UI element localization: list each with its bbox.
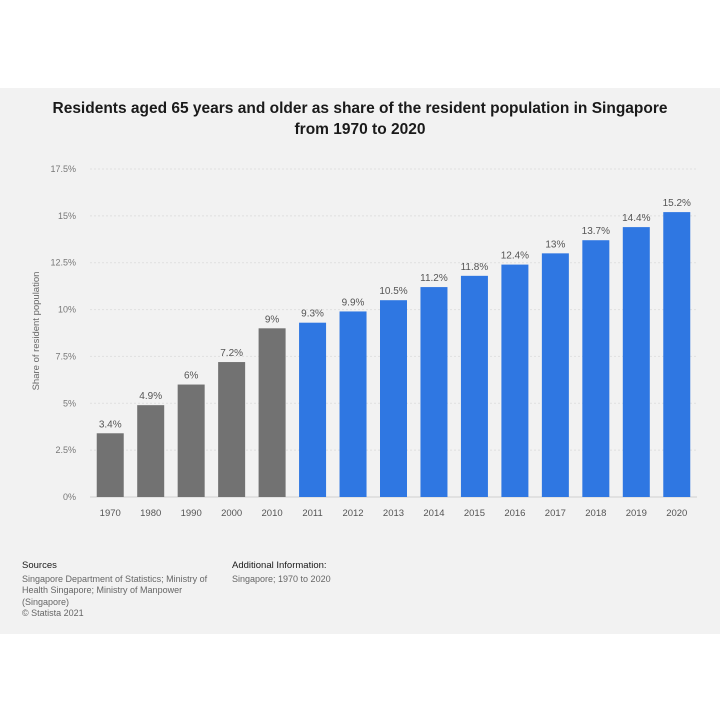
data-labels: 3.4% 4.9% 6% 7.2% 9% 9.3% 9.9% 10.5% 11.2% 11.8% 1… bbox=[99, 198, 691, 430]
x-tick-label: 2010 bbox=[262, 508, 283, 519]
y-tick-label: 7.5% bbox=[55, 351, 76, 361]
y-tick-label: 12.5% bbox=[50, 258, 76, 268]
x-tick-label: 1990 bbox=[181, 508, 202, 519]
copyright: © Statista 2021 bbox=[22, 608, 84, 618]
x-tick-label: 2019 bbox=[626, 508, 647, 519]
x-tick-label: 2013 bbox=[383, 508, 404, 519]
bar bbox=[420, 287, 448, 497]
x-tick-label: 2000 bbox=[221, 508, 242, 519]
data-label: 4.9% bbox=[139, 391, 162, 402]
bar bbox=[177, 384, 205, 497]
y-axis-label: Share of resident population bbox=[31, 272, 42, 391]
data-label: 7.2% bbox=[220, 348, 243, 359]
data-label: 9.9% bbox=[342, 297, 365, 308]
bars bbox=[96, 212, 691, 498]
x-tick-label: 2020 bbox=[666, 508, 687, 519]
y-tick-label: 15% bbox=[58, 211, 76, 221]
bar bbox=[137, 405, 165, 497]
bar bbox=[582, 240, 610, 498]
y-tick-label: 5% bbox=[63, 398, 76, 408]
bar bbox=[96, 433, 124, 497]
data-label: 14.4% bbox=[622, 213, 650, 224]
data-label: 9.3% bbox=[301, 309, 324, 320]
bar bbox=[663, 212, 691, 497]
x-tick-labels: 1970 1980 1990 2000 2010 2011 2012 2013 2014 2015… bbox=[100, 508, 688, 519]
additional-info-line: Singapore; 1970 to 2020 bbox=[232, 573, 331, 584]
data-label: 6% bbox=[184, 371, 199, 382]
data-label: 10.5% bbox=[379, 286, 407, 297]
bar bbox=[541, 253, 569, 497]
x-tick-label: 2016 bbox=[504, 508, 525, 519]
sources-line: Health Singapore; Ministry of Manpower bbox=[22, 585, 183, 595]
y-tick-label: 10% bbox=[58, 305, 76, 315]
title-line-1: Residents aged 65 years and older as sha… bbox=[52, 100, 668, 117]
chart-title: Residents aged 65 years and older as sha… bbox=[20, 98, 700, 140]
sources-line: Singapore Department of Statistics; Mini… bbox=[22, 573, 208, 584]
y-tick-labels: 0% 2.5% 5% 7.5% 10% 12.5% 15% 17.5% bbox=[50, 164, 76, 502]
sources-line: (Singapore) bbox=[22, 596, 70, 607]
x-tick-label: 2014 bbox=[423, 508, 444, 519]
y-tick-label: 17.5% bbox=[50, 164, 76, 174]
x-tick-label: 2015 bbox=[464, 508, 485, 519]
bar bbox=[299, 322, 327, 497]
bar bbox=[339, 311, 367, 497]
bar bbox=[622, 227, 650, 498]
x-tick-label: 2018 bbox=[585, 508, 606, 519]
title-line-2: from 1970 to 2020 bbox=[294, 121, 426, 138]
x-tick-label: 1980 bbox=[140, 508, 161, 519]
y-tick-label: 0% bbox=[63, 492, 76, 502]
bar bbox=[218, 362, 246, 497]
data-label: 12.4% bbox=[501, 251, 529, 262]
sources-heading: Sources bbox=[22, 560, 57, 571]
additional-info-heading: Additional Information: bbox=[232, 560, 327, 571]
x-tick-label: 1970 bbox=[100, 508, 121, 519]
x-tick-label: 2012 bbox=[342, 508, 363, 519]
x-tick-label: 2011 bbox=[302, 508, 322, 519]
bar bbox=[258, 328, 286, 497]
sources-block: Sources Singapore Department of Statisti… bbox=[22, 560, 222, 620]
bar bbox=[460, 275, 488, 497]
data-label: 9% bbox=[265, 314, 280, 325]
additional-info-block: Additional Information: Singapore; 1970 … bbox=[232, 560, 432, 585]
data-label: 3.4% bbox=[99, 419, 122, 430]
y-tick-label: 2.5% bbox=[55, 445, 76, 455]
bar bbox=[380, 300, 407, 497]
data-label: 13.7% bbox=[582, 226, 610, 237]
data-label: 11.8% bbox=[461, 262, 489, 273]
data-label: 15.2% bbox=[663, 198, 691, 209]
x-tick-label: 2017 bbox=[545, 508, 566, 519]
bar bbox=[501, 264, 529, 497]
data-label: 11.2% bbox=[420, 273, 448, 284]
data-label: 13% bbox=[545, 239, 565, 250]
